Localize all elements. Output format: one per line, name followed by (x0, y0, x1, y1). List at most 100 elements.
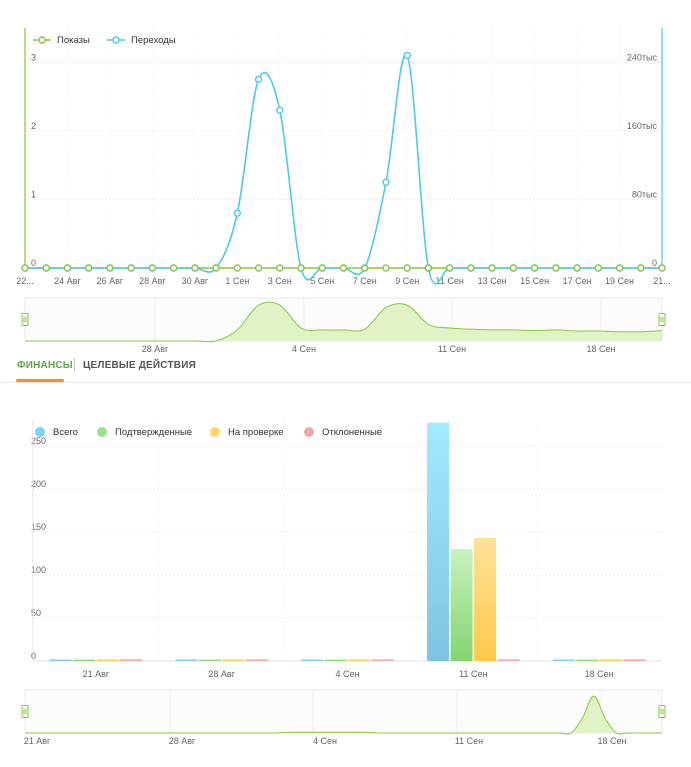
navigator-line (24, 301, 663, 343)
navigator-tick-label: 4 Сен (292, 344, 316, 354)
navigator-frame (24, 689, 663, 734)
data-point (276, 264, 284, 272)
legend-marker (304, 427, 314, 437)
data-point (382, 178, 390, 186)
data-point (21, 264, 29, 272)
right-axis-tick-label: 160тыс (627, 121, 658, 131)
navigator-tick-label: 11 Сен (455, 736, 483, 746)
tab-separator (74, 358, 75, 372)
data-point (212, 264, 220, 272)
data-point (254, 75, 263, 84)
data-point (254, 264, 263, 272)
left-axis-tick-label: 2 (31, 121, 36, 131)
x-tick-label: 11 Сен (459, 669, 487, 679)
bar (301, 659, 324, 661)
left-axis-tick-label: 0 (31, 258, 36, 268)
data-point (339, 264, 348, 272)
bar (175, 659, 198, 661)
x-tick-label: 18 Сен (585, 669, 614, 679)
data-point (191, 264, 199, 272)
navigator-handle-right[interactable] (658, 313, 666, 326)
y-tick-label: 0 (31, 651, 36, 661)
x-tick-label: 24 Авг (54, 276, 81, 286)
legend-label: Всего (53, 427, 78, 438)
tab-goal-actions[interactable]: ЦЕЛЕВЫЕ ДЕЙСТВИЯ (83, 360, 196, 371)
legend-label: Показы (57, 35, 90, 46)
legend-label: Подтвержденные (115, 427, 192, 438)
x-tick-label: 21 Авг (83, 669, 110, 679)
bar (576, 659, 599, 661)
bar (552, 659, 575, 661)
tab-finance[interactable]: ФИНАНСЫ (17, 360, 73, 371)
data-point (318, 264, 326, 272)
data-point (361, 264, 369, 272)
y-tick-label: 100 (31, 565, 46, 575)
bar (245, 659, 268, 661)
data-point (615, 264, 624, 272)
x-tick-label: 15 Сен (520, 276, 549, 286)
navigator-tick-label: 18 Сен (587, 344, 616, 354)
x-tick-label: 3 Сен (268, 276, 292, 286)
legend-marker (97, 427, 107, 437)
legend-marker (38, 36, 46, 44)
navigator-tick-label: 21 Авг (24, 736, 51, 746)
legend-label: На проверке (228, 427, 284, 438)
bar (474, 537, 497, 661)
right-axis-tick-label: 240тыс (627, 52, 658, 62)
right-axis-tick-label: 80тыс (632, 189, 658, 199)
tab-divider (0, 382, 691, 383)
navigator-area (25, 696, 662, 735)
navigator-handle-left[interactable] (21, 705, 29, 718)
navigator-handle-left[interactable] (21, 313, 29, 326)
data-point (233, 264, 242, 272)
bar (120, 659, 143, 661)
x-tick-label: 11 Сен (436, 276, 464, 286)
x-tick-label: 28 Авг (139, 276, 166, 286)
navigator-handle-right[interactable] (658, 705, 666, 718)
data-point (127, 264, 135, 272)
data-point (488, 264, 496, 272)
data-point (297, 264, 305, 272)
navigator-bottom[interactable]: 21 Авг 28 Авг 4 Сен 11 Сен 18 Сен (21, 689, 666, 746)
bar (73, 659, 96, 661)
data-point (445, 264, 454, 272)
legend-marker (35, 427, 45, 437)
data-point (382, 264, 390, 272)
x-tick-label: 7 Сен (353, 276, 377, 286)
data-point (106, 264, 114, 272)
navigator-tick-label: 28 Авг (169, 736, 196, 746)
bar (348, 659, 371, 661)
data-point (42, 264, 50, 272)
bar-chart: 0 50 100 150 200 250 21 Авг 28 Авг 4 Сен 11 Сен 18… (31, 420, 662, 679)
tab-bar: ФИНАНСЫ ЦЕЛЕВЫЕ ДЕЙСТВИЯ (0, 352, 691, 384)
x-tick-label: 5 Сен (310, 276, 334, 286)
data-point (637, 264, 645, 272)
data-point (424, 264, 433, 272)
line-chart: 0 1 2 3 0 80тыс 160тыс 240тыс 22... 24 Авг 26 Авг 2… (16, 28, 671, 286)
x-tick-label: 19 Сен (605, 276, 634, 286)
data-point (403, 264, 411, 272)
data-point (509, 264, 518, 272)
data-point (276, 106, 284, 114)
y-tick-label: 150 (31, 522, 46, 532)
data-point (148, 264, 157, 272)
bar (623, 659, 646, 661)
x-tick-label: 9 Сен (395, 276, 419, 286)
left-axis-tick-label: 1 (31, 189, 36, 199)
y-tick-label: 250 (31, 436, 46, 446)
data-point (84, 264, 93, 272)
navigator-tick-label: 28 Авг (142, 344, 169, 354)
data-point (530, 264, 539, 272)
active-tab-indicator (16, 379, 64, 382)
legend-label: Переходы (131, 35, 176, 46)
bar (599, 659, 622, 661)
bar (371, 659, 394, 661)
bar (222, 659, 245, 661)
x-tick-label: 17 Сен (563, 276, 592, 286)
x-tick-label: 28 Авг (208, 669, 235, 679)
data-point (573, 264, 581, 272)
navigator-top[interactable]: 28 Авг 4 Сен 11 Сен 18 Сен (21, 297, 666, 354)
bar (324, 659, 347, 661)
data-point (552, 264, 560, 272)
